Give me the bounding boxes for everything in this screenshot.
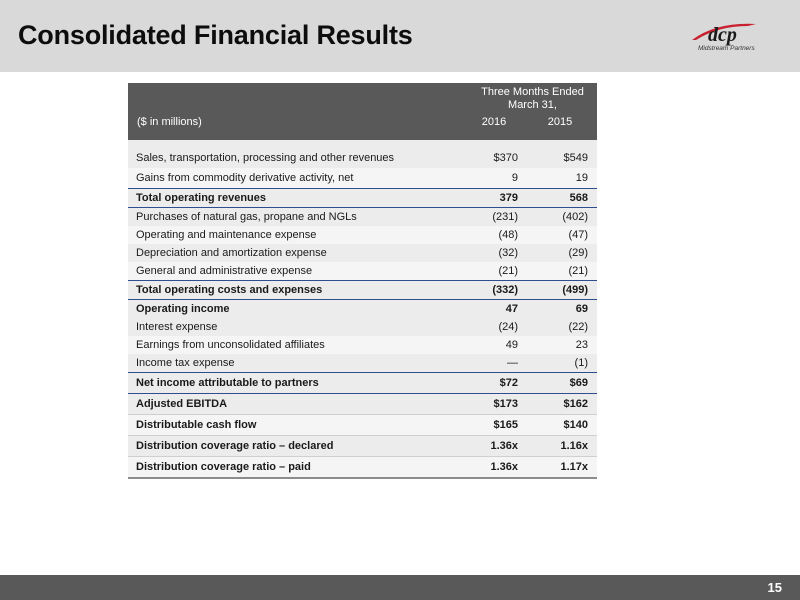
financial-results-table: Three Months Ended March 31, ($ in milli… <box>128 83 597 479</box>
row-label: Income tax expense <box>136 357 235 369</box>
value-2015: (1) <box>574 357 588 369</box>
table-header: Three Months Ended March 31, ($ in milli… <box>128 83 597 140</box>
row-label: Net income attributable to partners <box>136 377 319 389</box>
page-number: 15 <box>767 580 782 595</box>
table-row: Operating and maintenance expense (48) (… <box>128 226 597 244</box>
value-2016: $173 <box>493 398 518 410</box>
table-row: General and administrative expense (21) … <box>128 262 597 280</box>
value-2016: (48) <box>498 229 518 241</box>
table-row: Purchases of natural gas, propane and NG… <box>128 207 597 226</box>
table-row: Gains from commodity derivative activity… <box>128 168 597 188</box>
table-row-total: Distribution coverage ratio – declared 1… <box>128 435 597 456</box>
svg-text:dcp: dcp <box>708 24 737 46</box>
value-2016: 49 <box>505 339 518 351</box>
table-row: Depreciation and amortization expense (3… <box>128 244 597 262</box>
table-row: Income tax expense — (1) <box>128 354 597 372</box>
value-2016: (32) <box>498 247 518 259</box>
value-2015: 19 <box>575 172 588 184</box>
row-label: Depreciation and amortization expense <box>136 247 327 259</box>
value-2016: (24) <box>498 321 518 333</box>
row-label: Adjusted EBITDA <box>136 398 228 410</box>
value-2016: 1.36x <box>490 440 518 452</box>
table-row: Earnings from unconsolidated affiliates … <box>128 336 597 354</box>
value-2015: 568 <box>569 192 588 204</box>
value-2016: (332) <box>492 284 518 296</box>
value-2015: (29) <box>568 247 588 259</box>
row-label: Total operating costs and expenses <box>136 284 323 296</box>
table-row: Interest expense (24) (22) <box>128 318 597 336</box>
row-label: Operating and maintenance expense <box>136 229 317 241</box>
table-row-total: Operating income 47 69 <box>128 299 597 318</box>
value-2016: $165 <box>493 419 518 431</box>
value-2015: $162 <box>563 398 588 410</box>
row-label: General and administrative expense <box>136 265 313 277</box>
table-row-total: Distributable cash flow $165 $140 <box>128 414 597 435</box>
value-2015: $549 <box>563 152 588 164</box>
value-2015: (402) <box>562 211 588 223</box>
value-2016: (21) <box>498 265 518 277</box>
value-2015: (499) <box>562 284 588 296</box>
table-row: Sales, transportation, processing and ot… <box>128 148 597 168</box>
column-header-2015: 2015 <box>547 116 573 128</box>
svg-text:Midstream Partners: Midstream Partners <box>698 45 755 52</box>
value-2015: $140 <box>563 419 588 431</box>
table-row-total: Distribution coverage ratio – paid 1.36x… <box>128 456 597 477</box>
value-2016: 379 <box>499 192 518 204</box>
period-label: Three Months Ended March 31, <box>481 86 584 111</box>
column-header-2016: 2016 <box>481 116 507 128</box>
row-label: Distributable cash flow <box>136 419 257 431</box>
value-2016: (231) <box>492 211 518 223</box>
value-2015: 1.17x <box>560 461 588 473</box>
row-label: Distribution coverage ratio – paid <box>136 461 311 473</box>
page-title: Consolidated Financial Results <box>18 20 413 50</box>
row-label: Purchases of natural gas, propane and NG… <box>136 211 357 223</box>
table-row-total: Adjusted EBITDA $173 $162 <box>128 393 597 414</box>
row-label: Interest expense <box>136 321 218 333</box>
row-label: Operating income <box>136 303 230 315</box>
slide-footer: 15 <box>0 575 800 600</box>
table-row-total: Total operating costs and expenses (332)… <box>128 280 597 299</box>
row-label: Distribution coverage ratio – declared <box>136 440 334 452</box>
table-row-total: Total operating revenues 379 568 <box>128 188 597 207</box>
value-2016: $72 <box>499 377 518 389</box>
row-label: Sales, transportation, processing and ot… <box>136 152 395 164</box>
value-2015: (21) <box>568 265 588 277</box>
value-2016: 47 <box>505 303 518 315</box>
value-2015: $69 <box>569 377 588 389</box>
value-2015: 69 <box>575 303 588 315</box>
row-label: Earnings from unconsolidated affiliates <box>136 339 325 351</box>
value-2016: $370 <box>493 152 518 164</box>
value-2016: 9 <box>511 172 518 184</box>
table-spacer <box>128 140 597 148</box>
row-label: Gains from commodity derivative activity… <box>136 172 354 184</box>
value-2016: — <box>507 357 518 369</box>
company-logo: dcp Midstream Partners <box>692 23 756 52</box>
value-2015: 1.16x <box>560 440 588 452</box>
table-row-total: Net income attributable to partners $72 … <box>128 372 597 393</box>
units-label: ($ in millions) <box>137 116 202 128</box>
value-2016: 1.36x <box>490 461 518 473</box>
table-body: Sales, transportation, processing and ot… <box>128 140 597 479</box>
value-2015: (22) <box>568 321 588 333</box>
slide-header: Consolidated Financial Results dcp Midst… <box>0 0 800 72</box>
value-2015: (47) <box>568 229 588 241</box>
value-2015: 23 <box>575 339 588 351</box>
row-label: Total operating revenues <box>136 192 266 204</box>
